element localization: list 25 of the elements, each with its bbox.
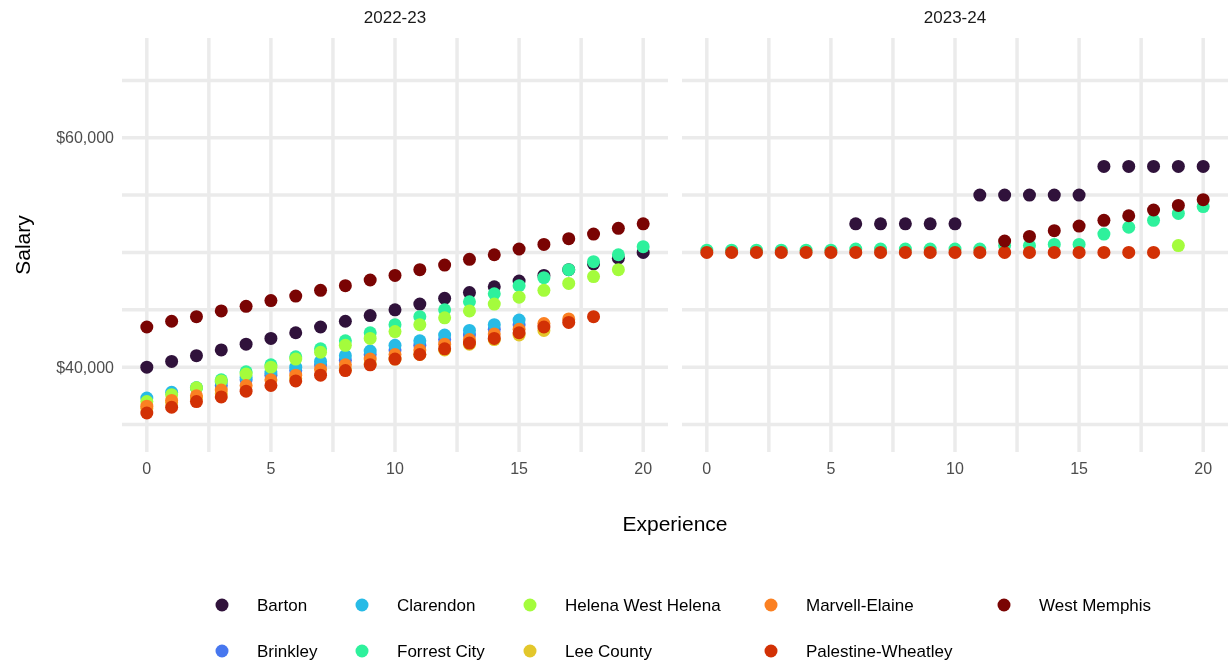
y-tick-label: $40,000: [56, 358, 115, 376]
x-tick-label: 0: [702, 460, 712, 477]
x-axis-title: Experience: [622, 512, 728, 535]
legend-label: Clarendon: [397, 595, 476, 615]
x-tick-label: 15: [510, 460, 529, 477]
x-tick-label: 10: [386, 460, 404, 477]
legend-label: Barton: [257, 595, 308, 615]
x-tick-label: 15: [1070, 460, 1089, 477]
legend-label: Forrest City: [397, 641, 486, 661]
legend-label: Marvell-Elaine: [806, 595, 914, 615]
x-tick-label: 5: [266, 460, 276, 477]
x-tick-label: 5: [826, 460, 836, 477]
y-tick-label: $60,000: [56, 129, 115, 147]
x-tick-label: 0: [142, 460, 152, 477]
x-tick-label: 20: [634, 460, 653, 477]
y-axis-title: Salary: [11, 214, 34, 275]
legend-label: Palestine-Wheatley: [806, 641, 953, 661]
x-tick-label: 20: [1194, 460, 1213, 477]
legend-label: West Memphis: [1039, 595, 1152, 615]
x-tick-label: 10: [946, 460, 964, 477]
legend-label: Lee County: [565, 641, 653, 661]
chart-title: 2022-23: [363, 8, 427, 27]
legend-label: Helena West Helena: [565, 595, 722, 615]
chart-title: 2023-24: [923, 8, 987, 27]
legend-label: Brinkley: [257, 641, 318, 661]
